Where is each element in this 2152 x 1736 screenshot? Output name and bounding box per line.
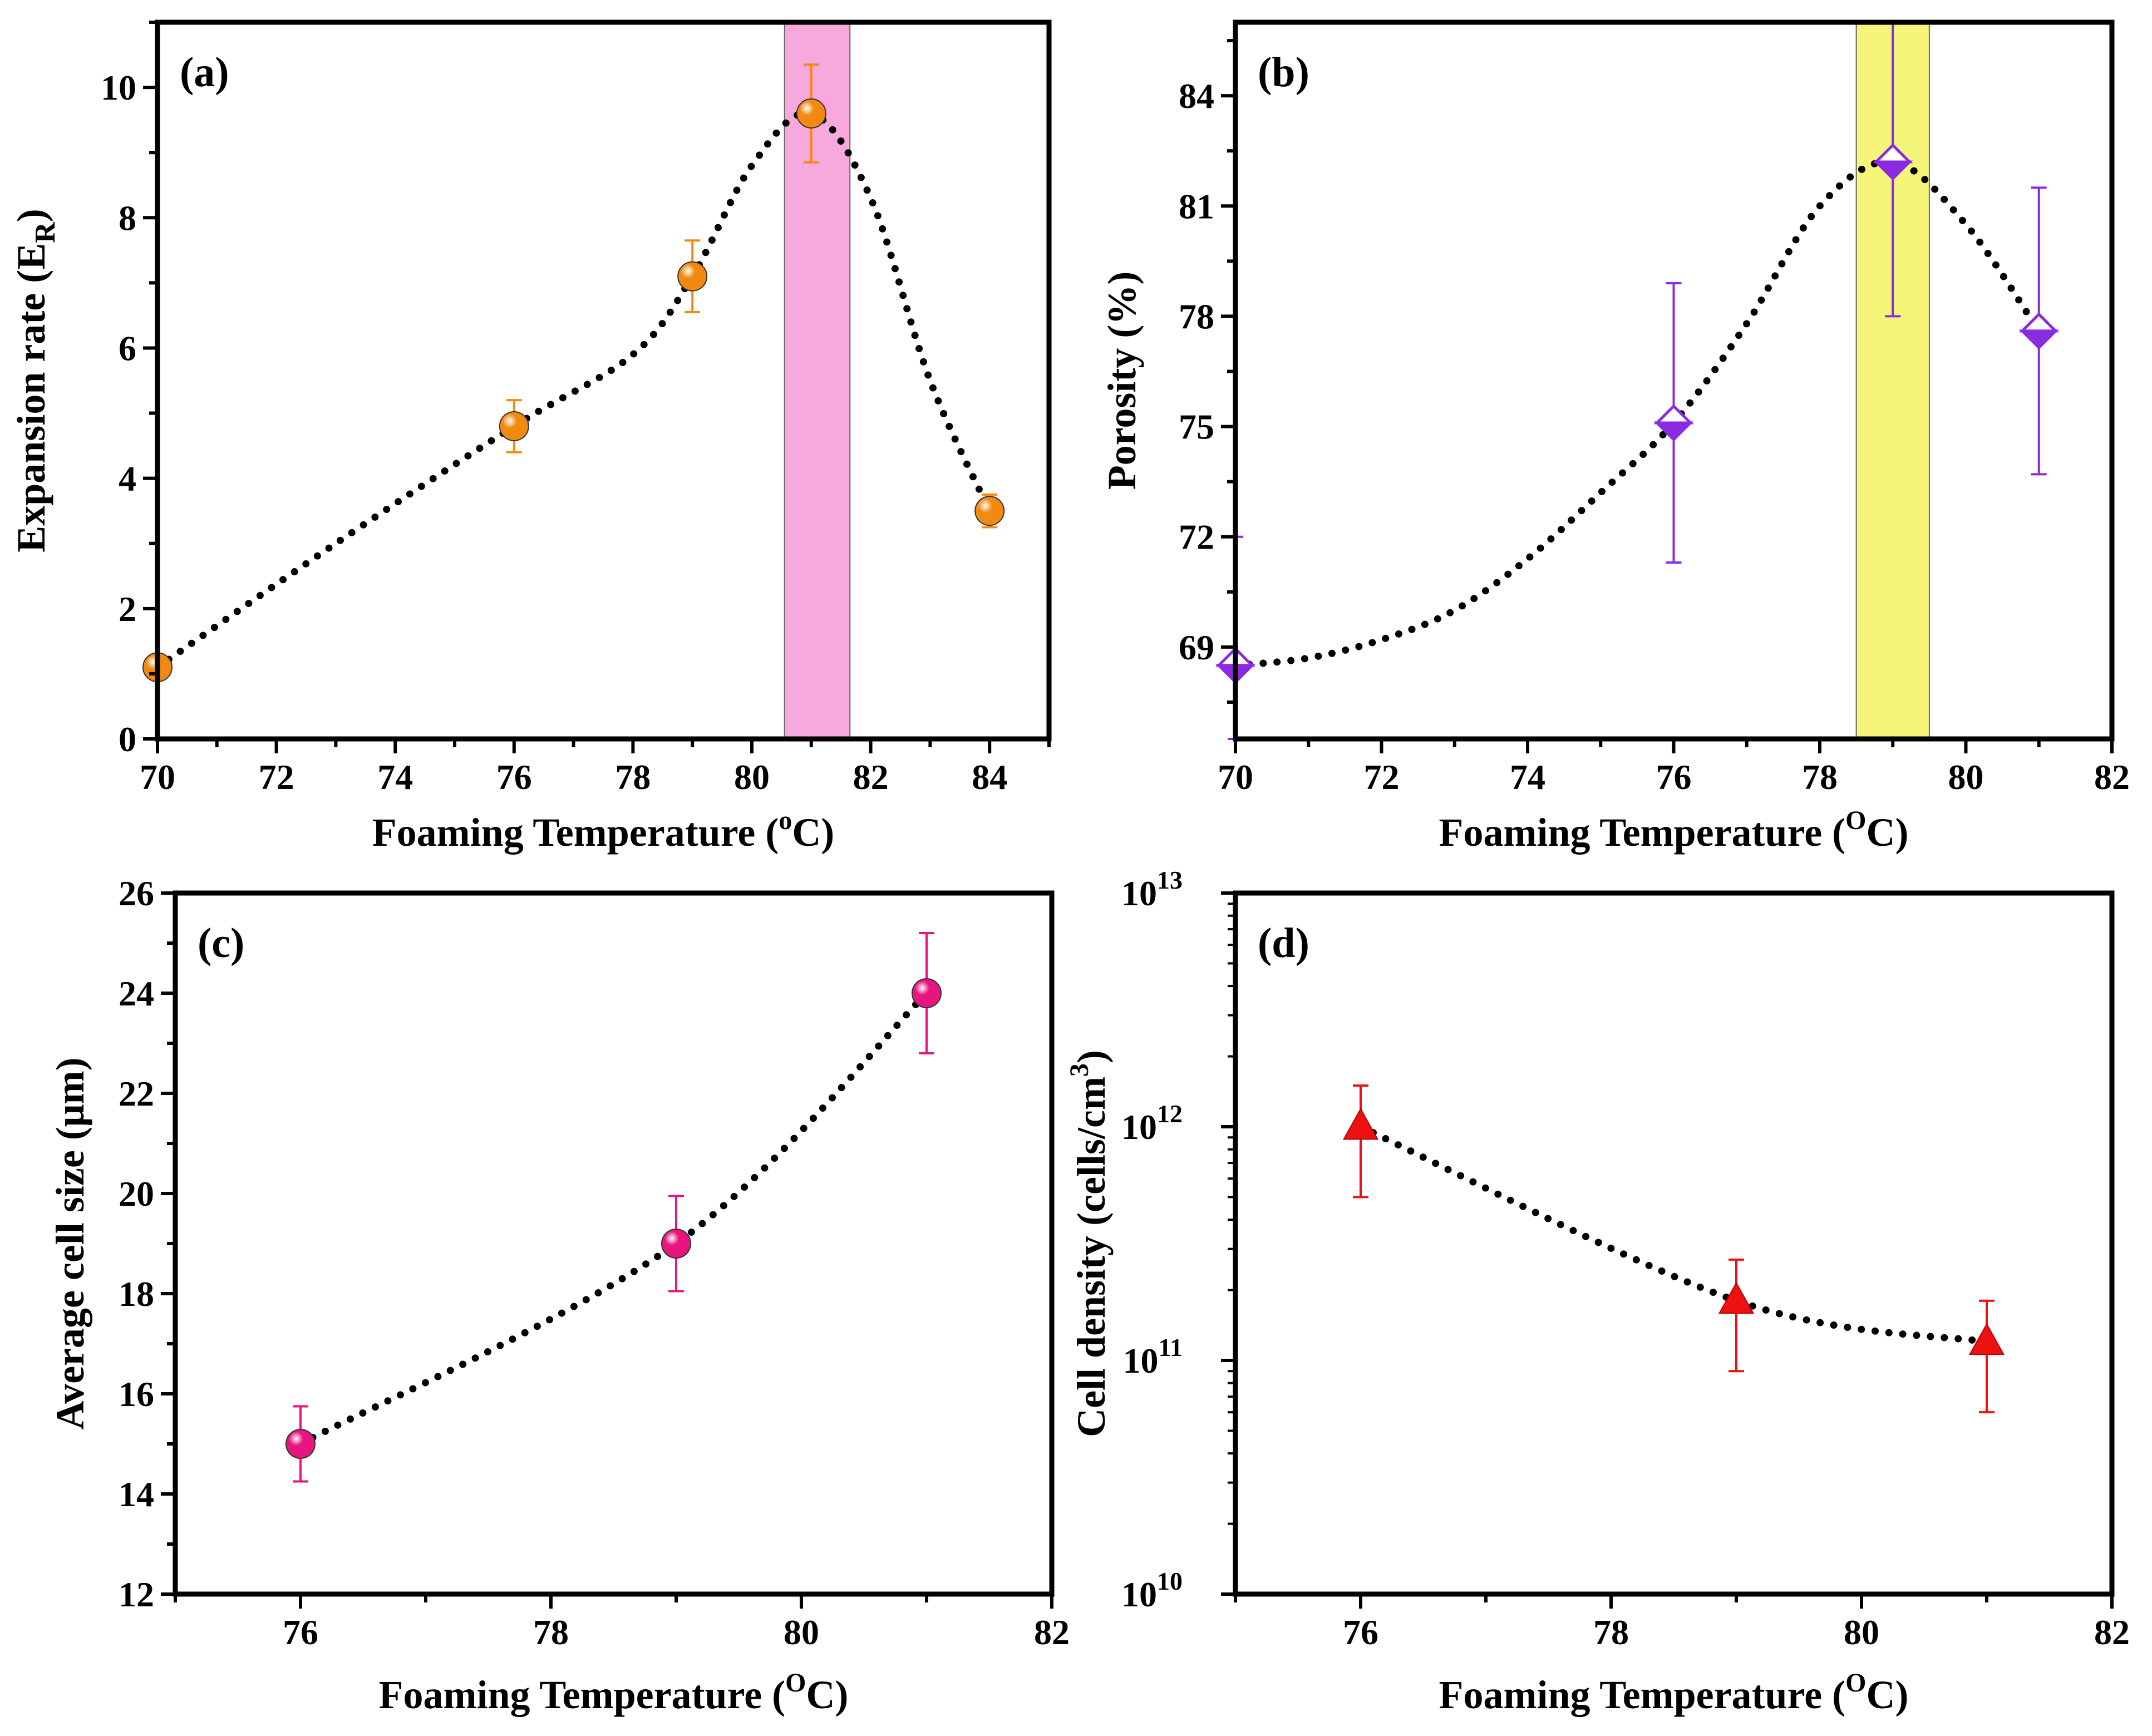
x-axis-title: Foaming Temperature (OC)	[1439, 1668, 1909, 1717]
y-tick-label: 75	[1179, 407, 1214, 447]
y-tick-label: 24	[119, 974, 154, 1013]
y-tick-label: 0	[119, 719, 136, 759]
x-axis-title: Foaming Temperature (OC)	[379, 1668, 849, 1717]
highlight-band	[784, 22, 851, 739]
y-tick-label: 2	[119, 589, 136, 629]
data-point	[1968, 1323, 2005, 1355]
y-tick-exponent: 12	[1157, 1099, 1183, 1128]
fit-curve	[297, 989, 930, 1448]
y-tick-label: 14	[119, 1474, 154, 1514]
x-tick-label: 80	[734, 757, 770, 797]
x-axis-title: Foaming Temperature (OC)	[1439, 806, 1909, 855]
x-tick-label: 70	[140, 757, 175, 797]
data-point	[912, 978, 942, 1008]
y-tick-exponent: 13	[1157, 866, 1183, 894]
panel-label: (b)	[1258, 49, 1309, 96]
y-tick-exponent: 10	[1157, 1567, 1183, 1595]
data-point	[2018, 329, 2059, 350]
x-tick-label: 78	[533, 1612, 569, 1652]
fit-curve	[154, 109, 993, 671]
x-tick-label: 80	[1948, 757, 1984, 797]
y-tick-label: 72	[1179, 517, 1214, 557]
x-tick-label: 78	[615, 757, 651, 797]
x-tick-label: 70	[1218, 757, 1253, 797]
fit-curve	[1357, 1123, 1991, 1346]
y-axis-title: Cell density (cells/cm3)	[1065, 1050, 1114, 1437]
y-tick-base: 10	[1121, 1107, 1157, 1147]
y-tick-base: 10	[1121, 1575, 1157, 1614]
data-point	[1873, 160, 1913, 181]
y-tick-exponent: 11	[1159, 1333, 1183, 1362]
y-tick-label: 78	[1179, 297, 1214, 336]
plot-frame	[155, 19, 1052, 742]
data-point	[1653, 421, 1694, 442]
y-tick-label: 12	[119, 1575, 154, 1614]
data-point	[1718, 1281, 1755, 1314]
plot-frame	[1233, 890, 2115, 1597]
y-tick-label: 81	[1179, 186, 1214, 226]
x-tick-label: 82	[853, 757, 889, 797]
y-tick-label: 69	[1179, 628, 1214, 667]
y-tick-label: 1013	[1121, 866, 1183, 913]
y-axis-title: Average cell size (μm)	[48, 1057, 92, 1429]
data-point	[677, 261, 708, 292]
data-point	[974, 496, 1005, 526]
x-tick-label: 74	[377, 757, 413, 797]
panel-a: 70 72 74 76 78 80 82 84 0 2 4 6 8 10 (a) Foaming Temper…	[9, 19, 1052, 855]
x-tick-label: 76	[1343, 1612, 1378, 1652]
y-tick-label: 8	[119, 198, 136, 238]
panel-label: (c)	[198, 920, 244, 966]
data-point-top	[2018, 312, 2059, 333]
panel-b: 70 72 74 76 78 80 82 69 72 75 78 81 84 (b) Foaming Tem…	[1100, 19, 2130, 855]
x-tick-label: 82	[2094, 757, 2130, 797]
y-tick-label: 1010	[1121, 1567, 1183, 1614]
y-tick-label: 84	[1179, 76, 1214, 116]
data-point	[796, 98, 826, 129]
y-tick-label: 1012	[1121, 1099, 1183, 1147]
x-tick-label: 82	[1034, 1612, 1070, 1652]
data-point-top	[1653, 404, 1694, 425]
x-tick-label: 78	[1802, 757, 1838, 797]
x-tick-label: 80	[1844, 1612, 1879, 1652]
y-tick-label: 6	[119, 328, 136, 368]
y-tick-label: 10	[101, 68, 136, 107]
y-tick-label: 16	[119, 1374, 154, 1414]
y-tick-base: 10	[1121, 874, 1157, 913]
panel-c: 76 78 80 82 12 14 16 18 20 22 24 26 (c) Foaming Tempe…	[48, 874, 1070, 1717]
data-point	[1342, 1107, 1379, 1140]
x-tick-label: 82	[2094, 1612, 2130, 1652]
data-point	[661, 1229, 691, 1259]
y-tick-label: 26	[119, 874, 154, 913]
y-tick-label: 4	[119, 459, 136, 499]
data-point	[285, 1429, 316, 1459]
x-tick-label: 84	[972, 757, 1007, 797]
y-tick-base: 10	[1123, 1341, 1159, 1380]
x-tick-label: 76	[283, 1612, 318, 1652]
data-point	[499, 411, 529, 441]
x-tick-label: 76	[496, 757, 532, 797]
y-axis-title: Porosity (%)	[1100, 272, 1144, 490]
x-tick-label: 72	[259, 757, 294, 797]
fit-curve	[1232, 157, 2043, 669]
x-tick-label: 80	[784, 1612, 819, 1652]
panel-label: (a)	[180, 49, 229, 96]
x-tick-label: 78	[1593, 1612, 1629, 1652]
y-tick-label: 22	[119, 1074, 154, 1113]
x-tick-label: 74	[1510, 757, 1545, 797]
x-axis-title: Foaming Temperature (oC)	[372, 806, 835, 855]
y-tick-label: 20	[119, 1174, 154, 1214]
x-tick-label: 76	[1656, 757, 1692, 797]
y-tick-label: 1011	[1123, 1333, 1183, 1380]
y-tick-label: 18	[119, 1274, 154, 1314]
x-tick-label: 72	[1364, 757, 1400, 797]
panel-label: (d)	[1258, 920, 1309, 966]
y-axis-title: Expansion rate (ER)	[9, 209, 61, 553]
